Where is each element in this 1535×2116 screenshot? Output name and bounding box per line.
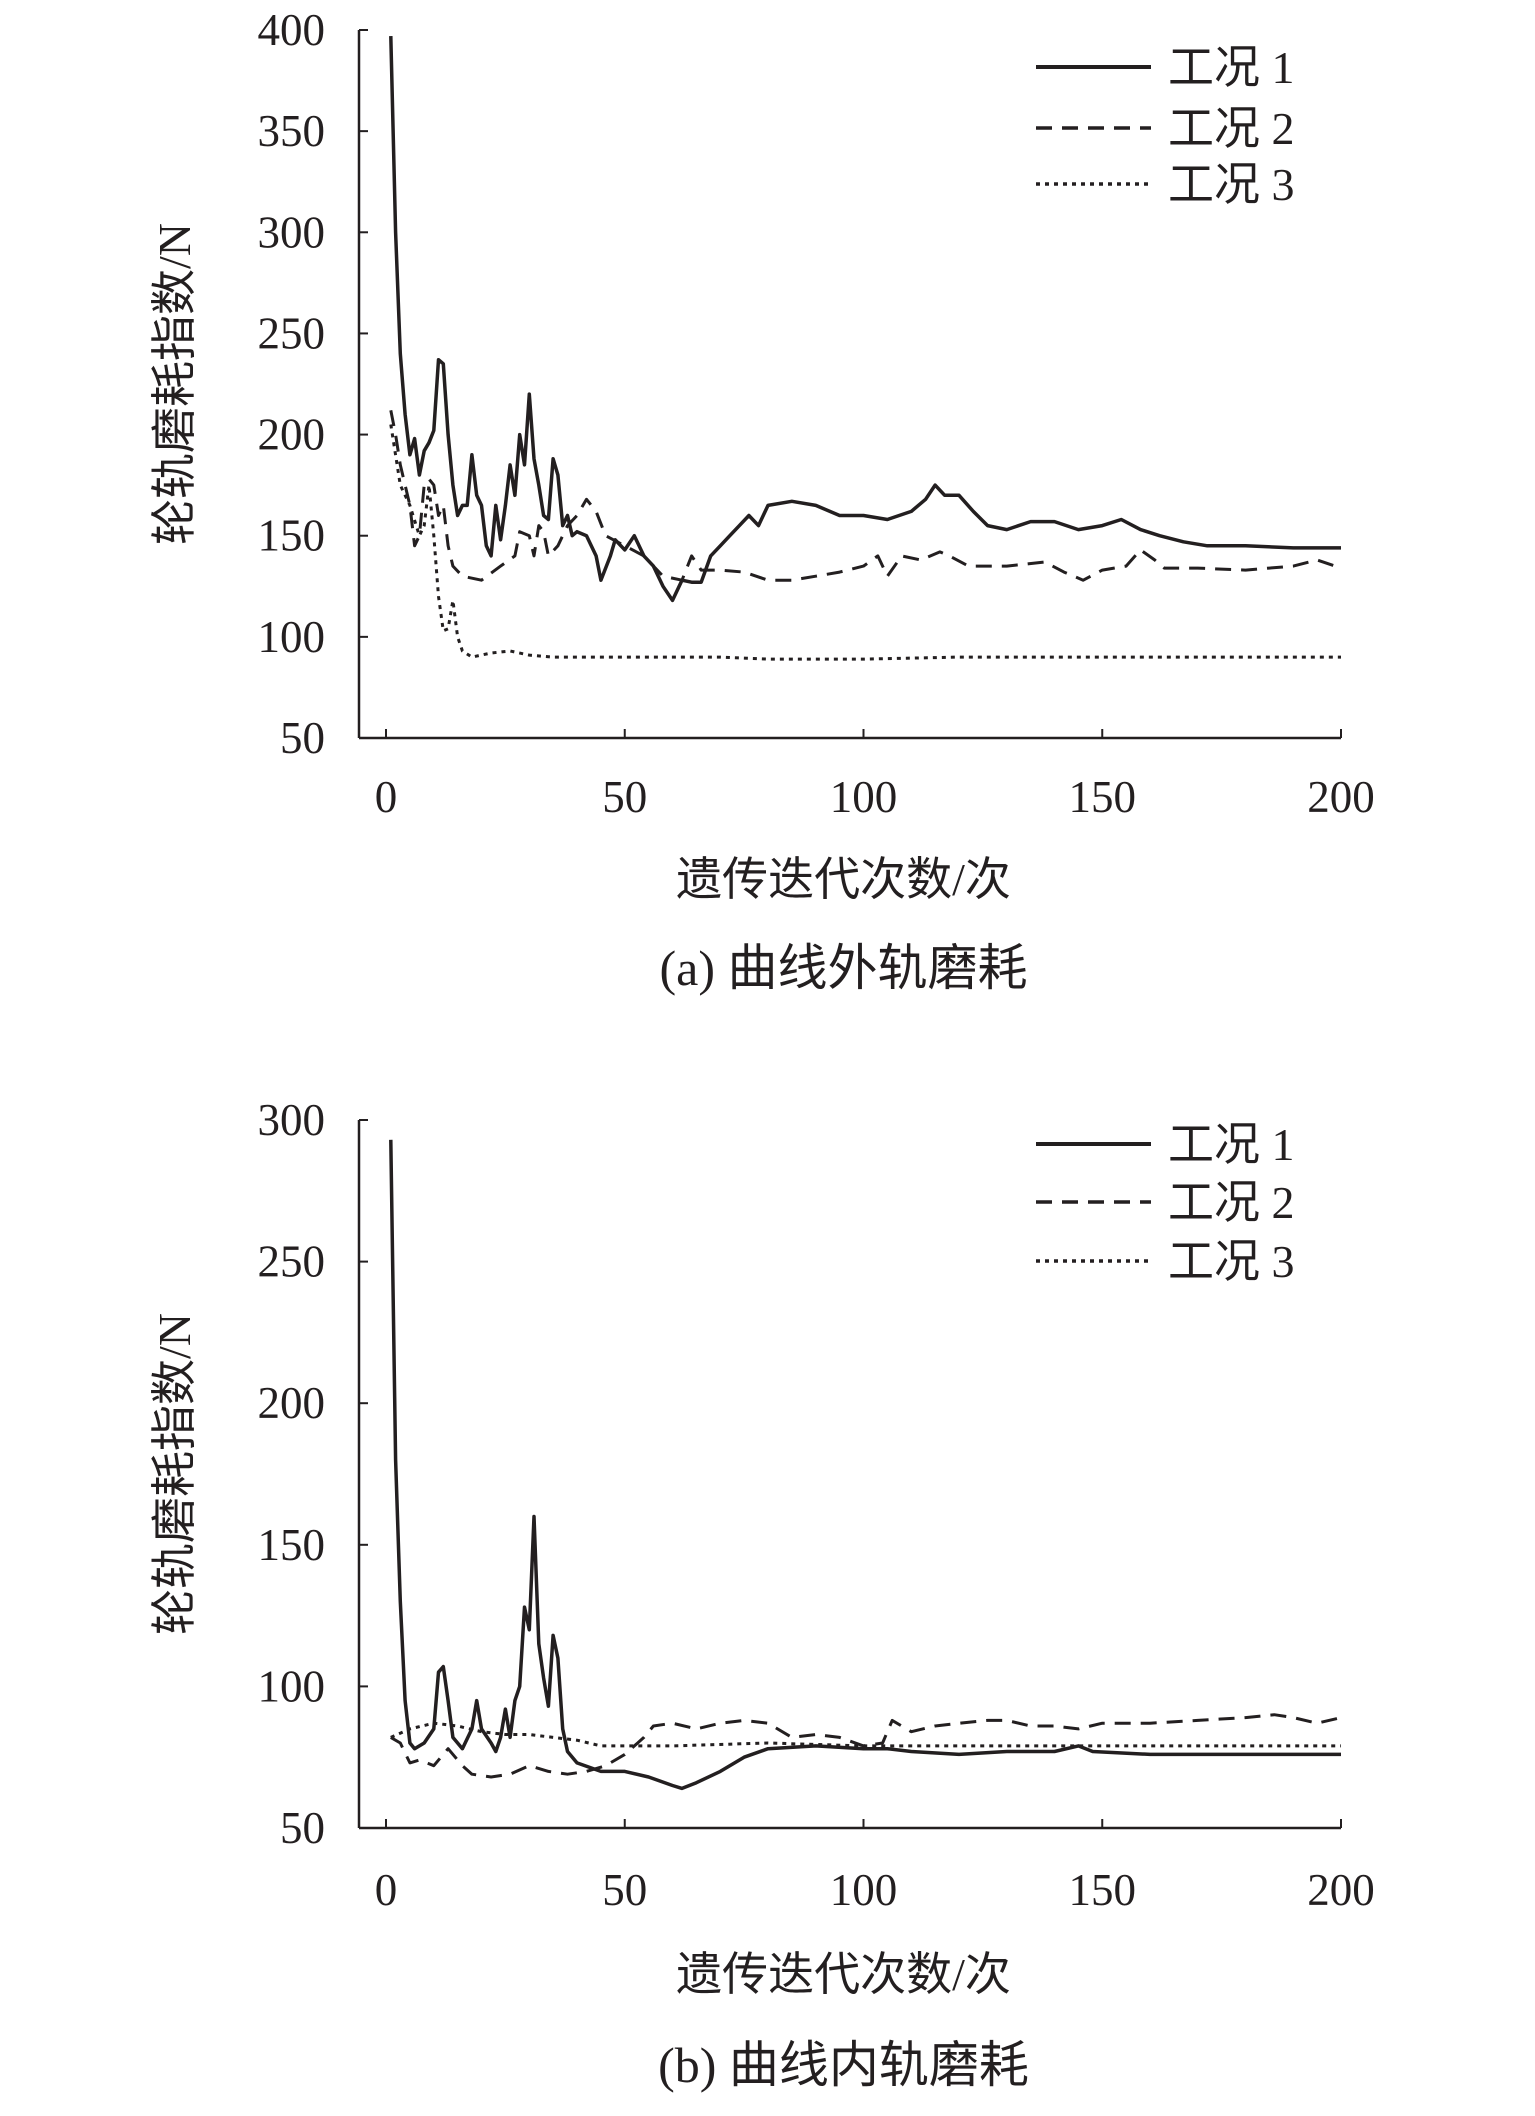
- series-line-2: [390, 1713, 1342, 1779]
- x-tick-label: 150: [1069, 1865, 1137, 1915]
- y-tick-label: 100: [258, 1661, 326, 1711]
- x-tick-label: 100: [830, 772, 898, 822]
- y-tick-label: 400: [258, 5, 326, 55]
- x-tick-label: 100: [830, 1865, 898, 1915]
- legend-label-3: 工况 3: [1168, 1236, 1295, 1287]
- y-tick-label: 200: [258, 410, 326, 460]
- legend-label-1: 工况 1: [1168, 1119, 1295, 1170]
- legend-label-1: 工况 1: [1168, 42, 1295, 93]
- y-tick-label: 150: [258, 1520, 326, 1570]
- y-tick-label: 250: [258, 1237, 326, 1287]
- chart-caption: (a) 曲线外轨磨耗: [660, 940, 1028, 996]
- x-axis-title: 遗传迭代次数/次: [676, 854, 1011, 905]
- chart-a: 50 100 150 200 250 300 350 400 0 50 100 150 200 遗传迭代次…: [149, 5, 1375, 996]
- y-tick-label: 100: [258, 612, 326, 662]
- y-tick-label: 50: [280, 1803, 325, 1853]
- x-axis-title: 遗传迭代次数/次: [676, 1949, 1011, 2000]
- y-tick-label: 300: [258, 207, 326, 257]
- y-axis-title: 轮轨磨耗指数/N: [149, 1313, 200, 1635]
- y-axis-title: 轮轨磨耗指数/N: [149, 223, 200, 545]
- series-line-1: [389, 36, 1341, 603]
- legend-label-3: 工况 3: [1168, 159, 1295, 210]
- series-line-1: [389, 1139, 1341, 1791]
- x-tick-label: 150: [1069, 772, 1137, 822]
- y-tick-label: 50: [280, 713, 325, 763]
- x-tick-label: 50: [602, 1865, 647, 1915]
- chart-b: 50 100 150 200 250 300 0 50 100 150 200 遗传迭代次数/次 轮轨磨…: [149, 1095, 1375, 2093]
- y-tick-label: 300: [258, 1095, 326, 1145]
- x-tick-label: 0: [375, 772, 398, 822]
- legend-label-2: 工况 2: [1168, 1177, 1295, 1228]
- x-tick-label: 0: [375, 1865, 398, 1915]
- chart-caption: (b) 曲线内轨磨耗: [658, 2037, 1029, 2093]
- legend-label-2: 工况 2: [1168, 103, 1295, 154]
- series-line-3: [390, 1721, 1341, 1748]
- x-tick-label: 200: [1307, 772, 1375, 822]
- y-tick-label: 200: [258, 1378, 326, 1428]
- y-tick-label: 250: [258, 308, 326, 358]
- y-tick-label: 150: [258, 511, 326, 561]
- x-tick-label: 200: [1307, 1865, 1375, 1915]
- y-tick-label: 350: [258, 106, 326, 156]
- x-tick-label: 50: [602, 772, 647, 822]
